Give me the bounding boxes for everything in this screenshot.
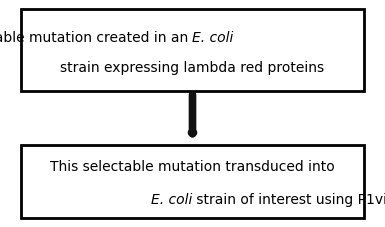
Text: E. coli: E. coli	[192, 31, 234, 45]
Text: E. coli: E. coli	[151, 193, 192, 207]
Text: Selectable mutation created in an: Selectable mutation created in an	[0, 31, 192, 45]
Text: This selectable mutation transduced into: This selectable mutation transduced into	[50, 160, 335, 174]
Text: strain of interest using P1vir transduction: strain of interest using P1vir transduct…	[192, 193, 385, 207]
Bar	[21, 9, 364, 91]
Text: strain expressing lambda red proteins: strain expressing lambda red proteins	[60, 61, 325, 75]
Bar	[21, 145, 364, 218]
